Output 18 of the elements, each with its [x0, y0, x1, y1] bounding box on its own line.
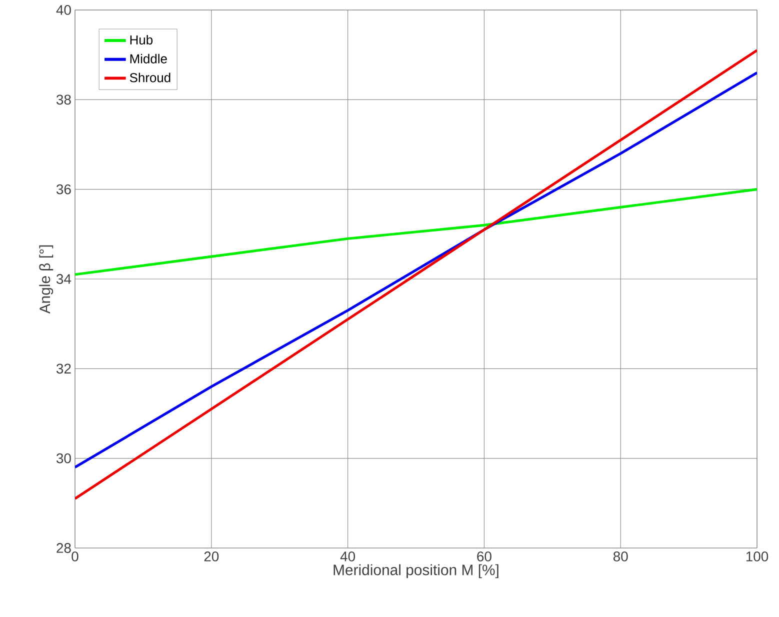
x-tick-label: 40 [340, 552, 356, 562]
x-tick-label: 20 [204, 552, 219, 562]
y-tick-label: 30 [56, 453, 71, 464]
legend-label: Middle [130, 54, 167, 64]
x-tick-label: 60 [477, 552, 492, 562]
x-axis-title: Meridional position M [%] [334, 564, 498, 578]
y-tick-label: 36 [56, 184, 71, 194]
y-tick-label: 28 [56, 543, 71, 553]
x-tick-label: 0 [72, 552, 78, 562]
x-tick-label: 80 [613, 552, 628, 562]
y-tick-label: 38 [56, 94, 71, 105]
y-axis-title: Angle β [°] [39, 245, 54, 314]
legend-label: Shroud [130, 72, 170, 82]
y-tick-label: 34 [56, 274, 72, 284]
y-tick-label: 32 [56, 364, 71, 374]
legend-label: Hub [130, 35, 153, 45]
x-tick-label: 100 [746, 552, 768, 562]
y-tick-label: 40 [56, 5, 71, 15]
